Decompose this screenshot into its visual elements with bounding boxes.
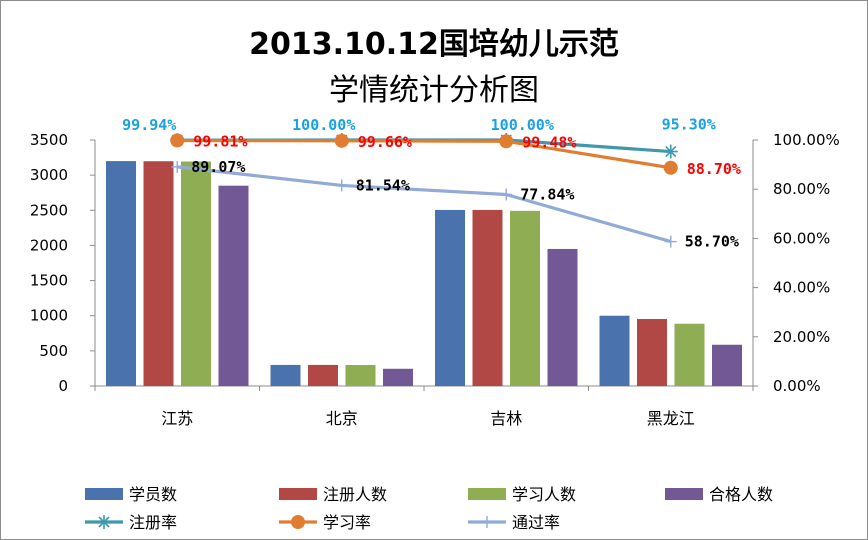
left-axis-tick-label: 3000	[30, 166, 68, 184]
bar	[143, 161, 174, 386]
data-label: 58.70%	[685, 233, 739, 251]
right-axis-tick-label: 80.00%	[773, 180, 830, 198]
series-marker	[663, 144, 678, 159]
bar	[106, 161, 136, 386]
legend-marker	[481, 516, 493, 528]
bar	[308, 364, 338, 386]
legend-label: 合格人数	[709, 485, 773, 504]
bar	[270, 364, 301, 386]
legend-item: 注册人数	[279, 485, 387, 504]
data-label: 81.54%	[356, 176, 410, 194]
bar	[712, 344, 742, 386]
legend-label: 通过率	[512, 513, 560, 532]
data-label: 99.94%	[122, 116, 176, 134]
series-marker	[664, 235, 677, 248]
series-marker	[663, 160, 678, 175]
legend-swatch	[468, 488, 506, 500]
data-label: 77.84%	[520, 186, 574, 204]
chart-title: 2013.10.12国培幼儿示范 学情统计分析图	[0, 22, 868, 114]
legend-swatch	[85, 488, 123, 500]
data-label: 99.66%	[358, 133, 412, 151]
right-axis-tick-label: 40.00%	[773, 279, 830, 297]
x-axis-category-label: 江苏	[161, 409, 193, 428]
left-axis-tick-label: 0	[58, 377, 68, 395]
legend-label: 学员数	[129, 485, 177, 504]
x-axis-category-label: 吉林	[490, 409, 522, 428]
series-line	[177, 138, 672, 170]
data-label: 89.07%	[191, 158, 245, 176]
legend-label: 注册率	[129, 513, 177, 532]
chart-title-line1: 2013.10.12国培幼儿示范	[249, 27, 619, 62]
data-label: 100.00%	[292, 116, 355, 134]
left-axis-tick-label: 500	[39, 342, 68, 360]
series-marker	[335, 179, 348, 192]
series-marker	[171, 160, 184, 173]
left-axis-tick-label: 2500	[30, 201, 68, 219]
data-label: 95.30%	[662, 116, 716, 134]
bar	[345, 364, 376, 386]
legend-item: 学员数	[85, 485, 177, 504]
bar	[510, 210, 540, 386]
legend-swatch	[279, 488, 317, 500]
bar	[218, 185, 249, 386]
legend-item: 通过率	[468, 513, 560, 532]
left-axis-tick-label: 1500	[30, 272, 68, 290]
right-axis-tick-label: 0.00%	[773, 377, 821, 395]
right-axis-tick-label: 20.00%	[773, 328, 830, 346]
left-axis-tick-label: 1000	[30, 307, 68, 325]
bar	[547, 248, 578, 386]
legend-label: 学习率	[323, 513, 371, 532]
left-axis-tick-label: 3500	[30, 131, 68, 149]
bar	[435, 209, 465, 386]
data-label: 99.81%	[193, 132, 247, 150]
chart-title-line2: 学情统计分析图	[329, 73, 539, 108]
bar	[674, 323, 705, 386]
series-marker	[499, 134, 514, 149]
bar	[599, 315, 630, 386]
legend-item: 学习率	[279, 513, 371, 532]
series-marker	[170, 133, 185, 148]
legend-marker	[97, 515, 111, 529]
series-marker	[334, 133, 349, 148]
x-axis-category-label: 北京	[326, 409, 358, 428]
bar	[181, 161, 211, 386]
right-axis-tick-label: 60.00%	[773, 229, 830, 247]
x-axis-category-label: 黑龙江	[647, 409, 695, 428]
data-label: 88.70%	[687, 160, 741, 178]
right-axis-tick-label: 100.00%	[773, 131, 840, 149]
bar	[383, 368, 413, 386]
series-marker	[500, 188, 513, 201]
legend-swatch	[665, 488, 703, 500]
left-axis-tick-label: 2000	[30, 236, 68, 254]
data-label: 100.00%	[491, 116, 554, 134]
legend-item: 合格人数	[665, 485, 773, 504]
legend-item: 注册率	[85, 513, 177, 532]
legend-marker	[291, 515, 305, 529]
legend-label: 学习人数	[512, 485, 576, 504]
bar	[637, 319, 667, 386]
series-line	[177, 165, 672, 244]
data-label: 99.48%	[522, 133, 576, 151]
legend-item: 学习人数	[468, 485, 576, 504]
bar	[472, 209, 503, 386]
legend-label: 注册人数	[323, 485, 387, 504]
